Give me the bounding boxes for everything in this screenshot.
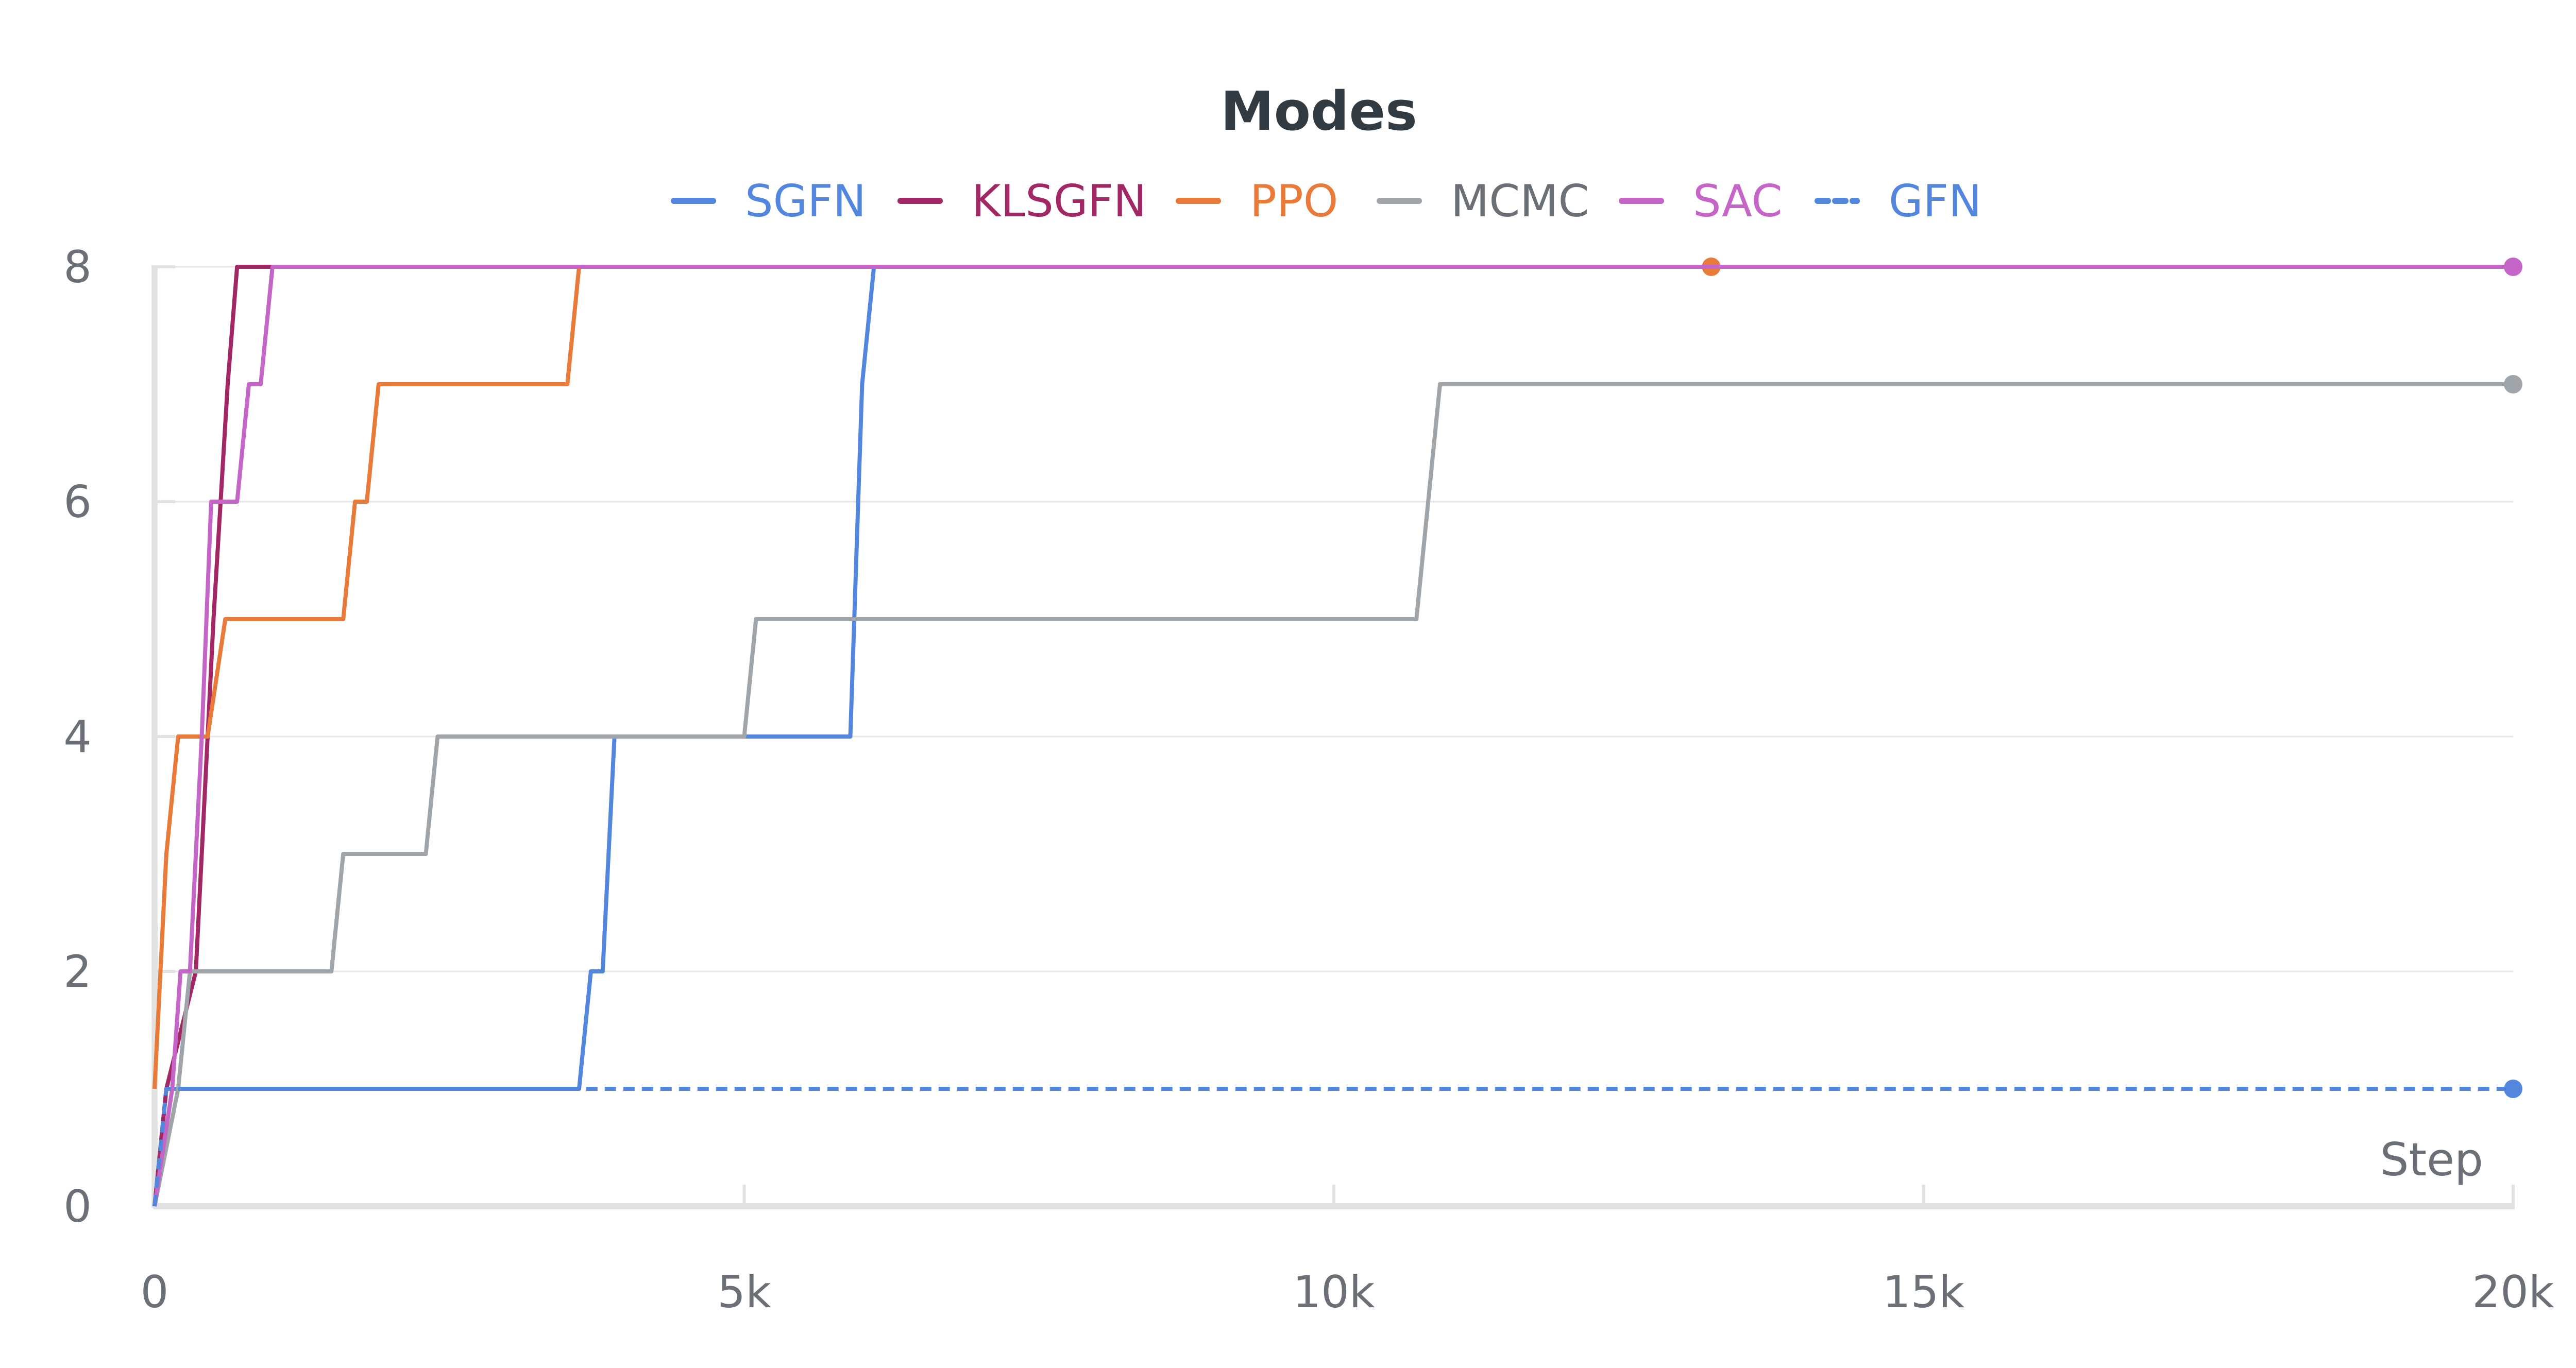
legend-label-gfn: GFN [1889,176,1981,227]
series-end-marker-gfn [2504,1080,2522,1098]
series-end-marker-sac [2504,258,2522,276]
x-tick-label: 0 [141,1267,169,1318]
x-tick-label: 15k [1883,1267,1964,1318]
legend-label-sgfn: SGFN [745,176,866,227]
y-axis-ticks: 0 2 4 6 8 [63,242,175,1233]
series-line-gfn [152,1087,2513,1207]
legend-label-mcmc: MCMC [1451,176,1589,227]
x-tick-label: 5k [717,1267,771,1318]
y-tick-label: 6 [63,476,92,528]
y-tick-label: 2 [63,946,92,998]
series-end-marker-mcmc [2504,375,2522,394]
series-line-ppo [152,265,1711,1089]
legend-label-sac: SAC [1693,176,1783,227]
series-group [152,258,2522,1207]
legend-label-klsgfn: KLSGFN [972,176,1146,227]
y-tick-label: 4 [63,711,92,763]
series-line-mcmc [152,382,2513,1207]
x-tick-label: 10k [1293,1267,1375,1318]
series-line-klsgfn [152,265,2513,1207]
y-tick-label: 0 [63,1181,92,1233]
y-tick-label: 8 [63,242,92,293]
legend-label-ppo: PPO [1250,176,1338,227]
series-line-sac [152,265,2513,1207]
chart-title: Modes [1221,80,1417,143]
x-axis-label: Step [2380,1133,2483,1186]
x-tick-label: 20k [2472,1267,2554,1318]
legend: SGFN KLSGFN PPO MCMC SAC GFN [671,176,1981,227]
